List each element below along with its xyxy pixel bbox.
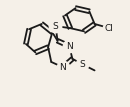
Text: S: S	[79, 60, 85, 69]
Text: N: N	[66, 42, 73, 51]
Text: S: S	[53, 22, 58, 30]
Text: N: N	[60, 63, 66, 72]
Text: Cl: Cl	[105, 24, 114, 33]
